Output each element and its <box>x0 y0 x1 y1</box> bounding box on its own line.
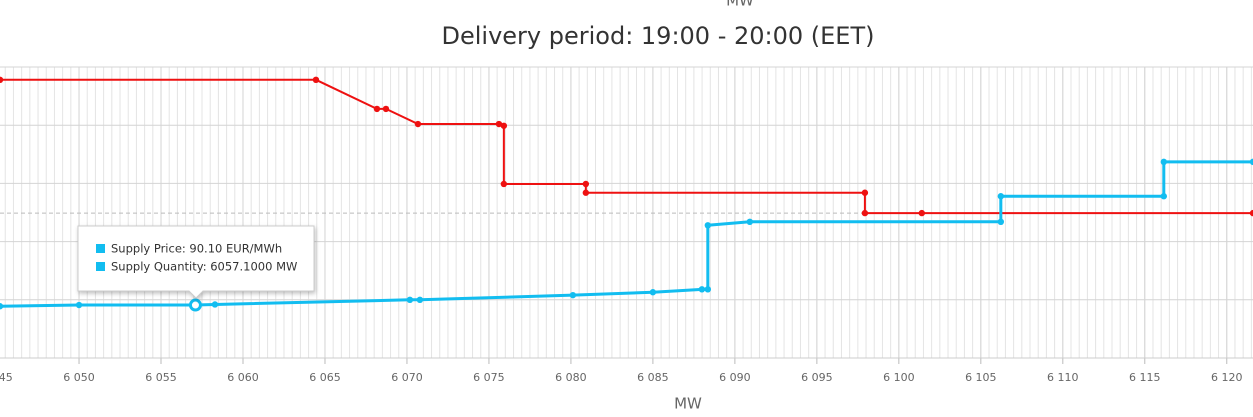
point <box>1249 158 1253 166</box>
x-axis-title: MW <box>674 395 702 413</box>
point <box>406 296 414 303</box>
point <box>918 209 925 217</box>
point <box>414 120 422 128</box>
x-tick-label: 6 055 <box>145 371 177 384</box>
point <box>997 218 1005 226</box>
tooltip: Supply Price: 90.10 EUR/MWh Supply Quant… <box>77 225 315 299</box>
x-tick-label: 6 075 <box>473 371 505 384</box>
tooltip-swatch <box>96 244 105 253</box>
point <box>211 301 219 308</box>
point <box>1249 209 1253 217</box>
point <box>997 193 1005 200</box>
point <box>861 209 869 217</box>
chart-title: Delivery period: 19:00 - 20:00 (EET) <box>441 22 874 50</box>
tooltip-swatch <box>96 262 105 271</box>
point <box>649 289 657 296</box>
point <box>500 180 508 188</box>
highlighted-point <box>188 298 202 312</box>
point <box>582 180 590 188</box>
point <box>312 76 320 84</box>
point <box>698 286 706 293</box>
x-tick-label: 6 090 <box>719 371 751 384</box>
point <box>704 286 712 293</box>
x-tick-label: 6 105 <box>965 371 997 384</box>
x-tick-label: 6 070 <box>391 371 423 384</box>
x-tick-label: 6 080 <box>555 371 587 384</box>
point <box>500 122 508 129</box>
x-tick-label: 6 115 <box>1129 371 1161 384</box>
point <box>861 189 869 196</box>
point <box>1160 193 1168 200</box>
point <box>569 291 577 299</box>
x-tick-label: 6 100 <box>883 371 915 384</box>
x-tick-label: 6 045 <box>0 371 13 384</box>
tooltip-line: Supply Price: 90.10 EUR/MWh <box>111 242 282 256</box>
point <box>746 218 753 226</box>
x-tick-label: 6 120 <box>1211 371 1243 384</box>
point <box>0 303 4 310</box>
x-tick-label: 6 065 <box>309 371 341 384</box>
point <box>495 120 503 128</box>
point <box>373 105 381 113</box>
clipped-axis-title: MW <box>726 0 754 10</box>
point <box>0 76 4 84</box>
x-tick-label: 6 060 <box>227 371 259 384</box>
point <box>704 222 712 229</box>
x-tick-label: 6 095 <box>801 371 833 384</box>
point <box>582 189 590 196</box>
point <box>416 296 424 303</box>
series-line <box>0 78 1253 215</box>
point <box>382 105 390 113</box>
point <box>1160 158 1168 166</box>
plot-area <box>0 76 1253 312</box>
tooltip-line: Supply Quantity: 6057.1000 MW <box>111 260 297 274</box>
x-tick-label: 6 085 <box>637 371 669 384</box>
tooltip-box <box>77 225 315 299</box>
point <box>75 301 83 309</box>
x-tick-label: 6 050 <box>63 371 95 384</box>
x-tick-label: 6 110 <box>1047 371 1079 384</box>
